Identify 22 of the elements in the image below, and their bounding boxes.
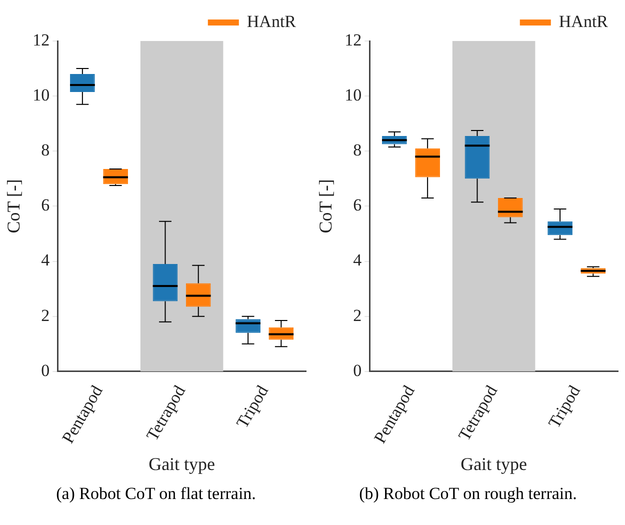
y-tick-label: 8 [41, 140, 50, 160]
y-tick-label: 6 [353, 196, 362, 215]
y-tick-label: 6 [41, 196, 50, 215]
y-tick-label: 0 [41, 360, 50, 380]
x-axis-title: Gait type [148, 454, 216, 474]
y-tick-label: 2 [353, 306, 362, 325]
y-tick-label: 12 [344, 30, 362, 50]
legend-label: HAntR [246, 12, 297, 31]
y-tick-label: 0 [353, 360, 362, 380]
y-tick-label: 4 [353, 250, 362, 270]
y-tick-label: 2 [41, 306, 50, 325]
x-axis-title: Gait type [460, 454, 528, 474]
y-tick-label: 12 [32, 30, 50, 50]
text: (a) Robot CoT on flat terrain. [55, 484, 257, 504]
text: (b) Robot CoT on rough terrain. [358, 484, 578, 504]
y-tick-label: 10 [344, 86, 362, 105]
legend-label: HAntR [558, 12, 609, 31]
y-tick-label: 4 [41, 250, 50, 270]
y-tick-label: 8 [353, 140, 362, 160]
y-axis-title: CoT [-] [4, 179, 24, 234]
y-tick-label: 10 [32, 86, 50, 105]
y-axis-title: CoT [-] [316, 179, 336, 234]
